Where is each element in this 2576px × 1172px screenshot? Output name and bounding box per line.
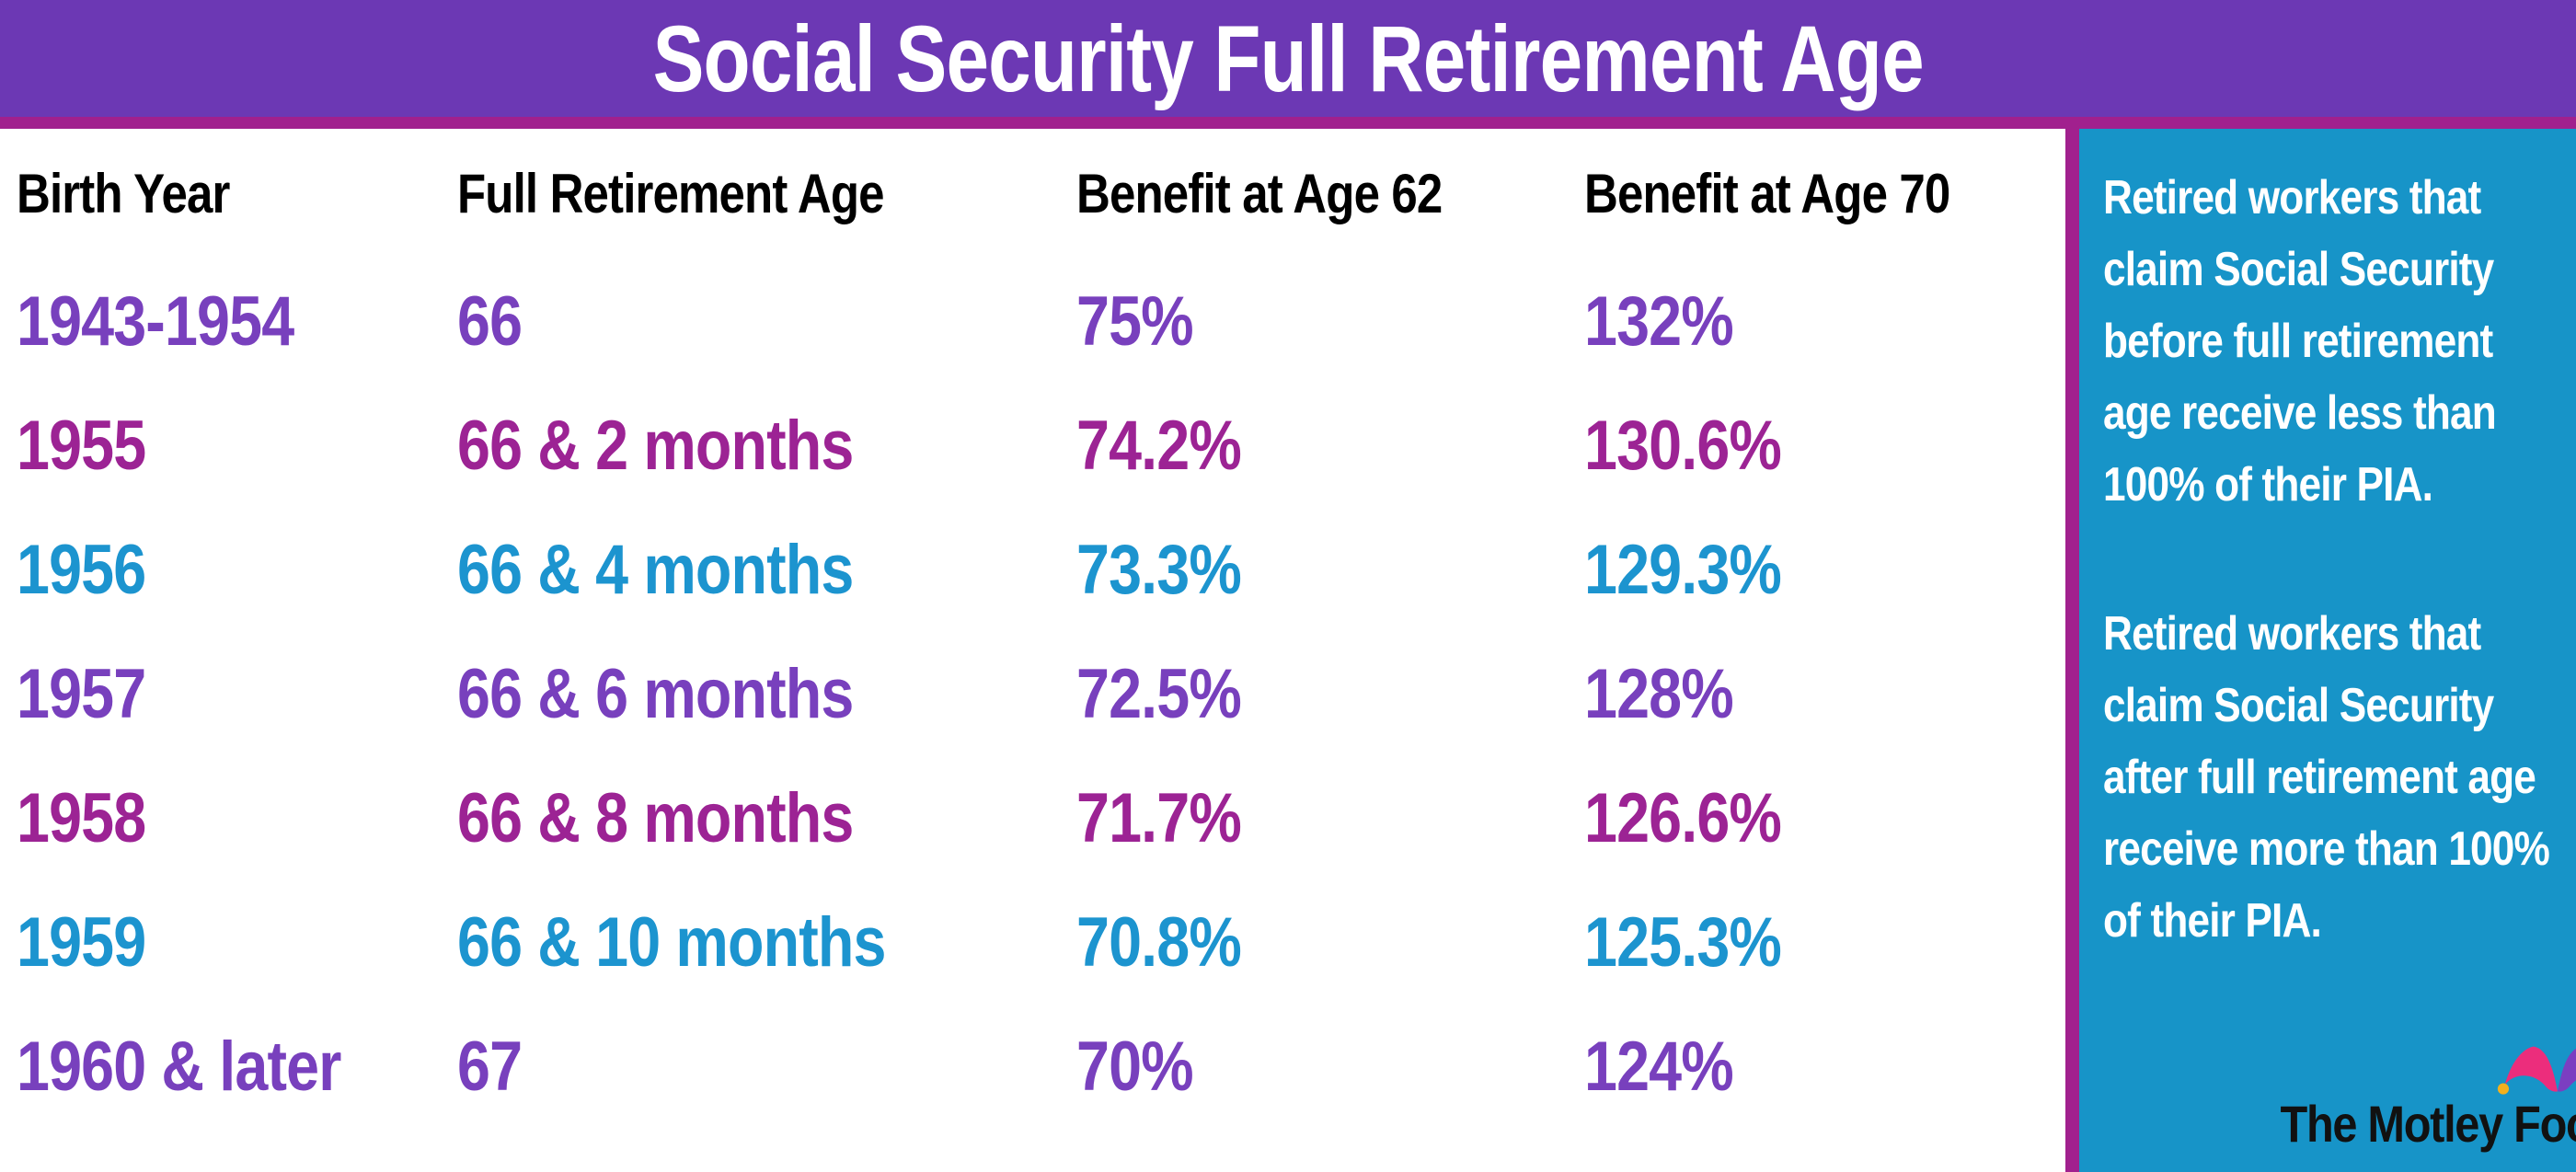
benefit-62-cell: 75% [1076, 282, 1194, 361]
page-title: Social Security Full Retirement Age [652, 6, 1924, 111]
benefit-62-cell: 70.8% [1076, 902, 1242, 982]
note-before-fra: Retired workers that claim Social Securi… [2103, 171, 2497, 511]
benefit-70-cell: 126.6% [1584, 778, 1782, 857]
full-retirement-age-cell: 67 [457, 1027, 523, 1106]
table-row: 1960 & later 67 70% 124% [17, 1005, 2065, 1129]
benefit-62-cell: 70% [1076, 1027, 1194, 1106]
motley-fool-logo: The Motley Fool® [2232, 1041, 2576, 1150]
sidebar: Retired workers that claim Social Securi… [2065, 129, 2576, 1172]
column-header-full-retirement-age: Full Retirement Age [457, 163, 885, 224]
table-row: 1943-1954 66 75% 132% [17, 259, 2065, 384]
full-retirement-age-cell: 66 & 8 months [457, 778, 854, 857]
birth-year-cell: 1960 & later [17, 1027, 341, 1106]
benefit-70-cell: 128% [1584, 654, 1734, 733]
full-retirement-age-cell: 66 & 4 months [457, 530, 854, 609]
table-body: 1943-1954 66 75% 132% 1955 66 & 2 months… [17, 259, 2065, 1129]
benefit-70-cell: 130.6% [1584, 406, 1782, 485]
motley-fool-wordmark: The Motley Fool [2280, 1095, 2576, 1153]
birth-year-cell: 1958 [17, 778, 146, 857]
benefit-70-cell: 132% [1584, 282, 1734, 361]
full-retirement-age-cell: 66 & 6 months [457, 654, 854, 733]
benefit-62-cell: 73.3% [1076, 530, 1242, 609]
jester-hat-icon [2497, 1046, 2576, 1095]
birth-year-cell: 1959 [17, 902, 146, 982]
birth-year-cell: 1955 [17, 406, 146, 485]
table-row: 1955 66 & 2 months 74.2% 130.6% [17, 384, 2065, 508]
table-row: 1958 66 & 8 months 71.7% 126.6% [17, 756, 2065, 880]
full-retirement-age-cell: 66 [457, 282, 523, 361]
column-header-benefit-70: Benefit at Age 70 [1584, 163, 1950, 224]
table-row: 1957 66 & 6 months 72.5% 128% [17, 632, 2065, 756]
column-header-benefit-62: Benefit at Age 62 [1076, 163, 1443, 224]
benefit-62-cell: 72.5% [1076, 654, 1242, 733]
retirement-table: Birth Year Full Retirement Age Benefit a… [0, 129, 2065, 1172]
content: Birth Year Full Retirement Age Benefit a… [0, 129, 2576, 1172]
birth-year-cell: 1943-1954 [17, 282, 294, 361]
benefit-70-cell: 124% [1584, 1027, 1734, 1106]
full-retirement-age-cell: 66 & 2 months [457, 406, 854, 485]
birth-year-cell: 1957 [17, 654, 146, 733]
birth-year-cell: 1956 [17, 530, 146, 609]
benefit-62-cell: 71.7% [1076, 778, 1242, 857]
benefit-70-cell: 125.3% [1584, 902, 1782, 982]
benefit-70-cell: 129.3% [1584, 530, 1782, 609]
benefit-62-cell: 74.2% [1076, 406, 1242, 485]
note-after-fra: Retired workers that claim Social Securi… [2103, 607, 2550, 948]
full-retirement-age-cell: 66 & 10 months [457, 902, 886, 982]
table-row: 1956 66 & 4 months 73.3% 129.3% [17, 508, 2065, 632]
column-header-birth-year: Birth Year [17, 163, 230, 224]
table-header-row: Birth Year Full Retirement Age Benefit a… [17, 129, 2065, 259]
table-row: 1959 66 & 10 months 70.8% 125.3% [17, 880, 2065, 1005]
title-bar: Social Security Full Retirement Age [0, 0, 2576, 129]
